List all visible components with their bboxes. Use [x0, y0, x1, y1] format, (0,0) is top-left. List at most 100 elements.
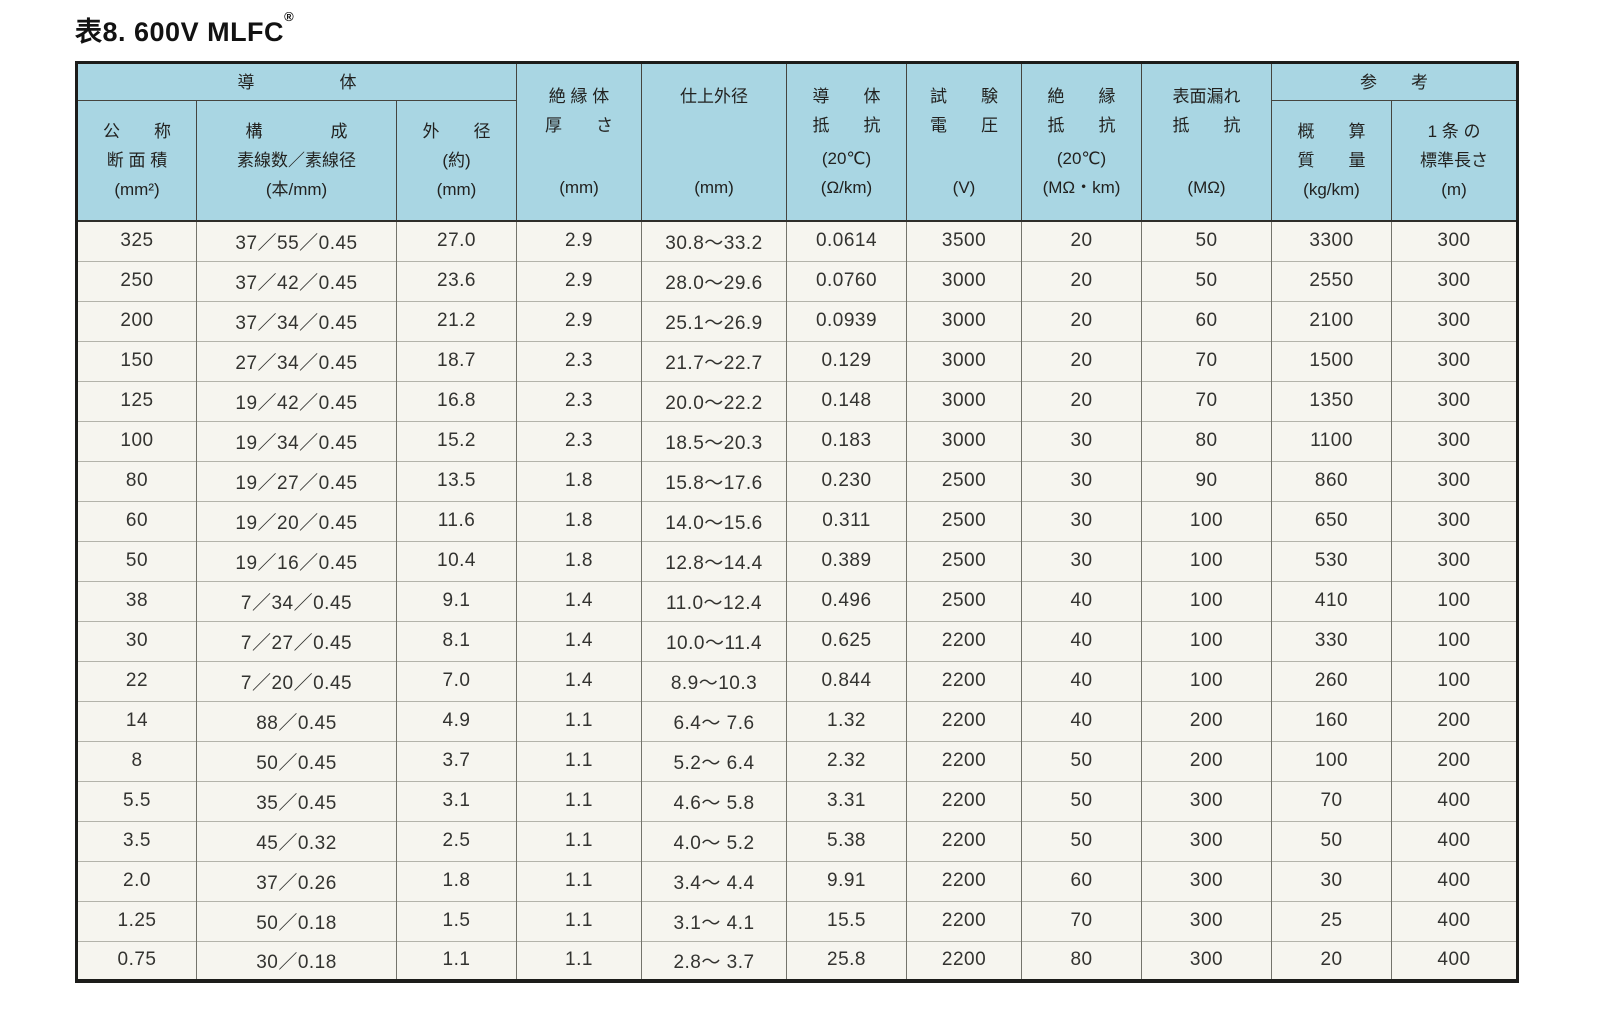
- header-line: 絶 縁 体: [548, 87, 610, 106]
- table-cell: 30: [1021, 460, 1143, 501]
- table-cell: 60: [76, 500, 197, 541]
- table-cell: 3300: [1271, 220, 1393, 261]
- table-cell: 80: [1141, 420, 1273, 461]
- table-cell: 1.4: [516, 660, 643, 701]
- table-cell: 200: [1141, 740, 1273, 781]
- table-cell: 100: [76, 420, 197, 461]
- table-cell: 300: [1141, 820, 1273, 861]
- header-conductor-resistance: 導 体 抵 抗 (20℃) (Ω/km): [786, 62, 908, 222]
- header-unit: (Ω/km): [820, 178, 873, 197]
- table-cell: 300: [1141, 780, 1273, 821]
- table-cell: 37／0.26: [196, 860, 397, 901]
- table-row: 250 37／42／0.45 23.6 2.9 28.0〜29.6 0.0760 3000 2…: [76, 260, 1519, 301]
- table-cell: 1.4: [516, 580, 643, 621]
- table-cell: 250: [76, 260, 197, 301]
- table-row: 5.5 35／0.45 3.1 1.1 4.6〜 5.8 3.31 2200 50 300 70 4…: [76, 780, 1519, 821]
- table-cell: 30: [1021, 500, 1143, 541]
- table-cell: 15.5: [786, 900, 908, 941]
- table-cell: 21.7〜22.7: [641, 340, 788, 381]
- table-cell: 14.0〜15.6: [641, 500, 788, 541]
- header-unit: (本/mm): [265, 180, 328, 200]
- table-cell: 40: [1021, 700, 1143, 741]
- table-cell: 30: [1271, 860, 1393, 901]
- table-cell: 11.6: [395, 500, 518, 541]
- table-cell: 0.75: [76, 940, 197, 981]
- table-row: 100 19／34／0.45 15.2 2.3 18.5〜20.3 0.183 3000 30…: [76, 420, 1519, 461]
- table-cell: 38: [76, 580, 197, 621]
- table-cell: 300: [1391, 540, 1519, 581]
- table-cell: 27／34／0.45: [196, 340, 397, 381]
- registered-trademark-mark: ®: [284, 9, 295, 24]
- table-cell: 1.8: [516, 500, 643, 541]
- header-line: 1 条 の: [1427, 122, 1481, 142]
- table-row: 8 50／0.45 3.7 1.1 5.2〜 6.4 2.32 2200 50 200 100 20…: [76, 740, 1519, 781]
- table-cell: 2550: [1271, 260, 1393, 301]
- header-unit: (20℃): [1056, 149, 1107, 168]
- table-cell: 30.8〜33.2: [641, 220, 788, 261]
- table-cell: 30: [76, 620, 197, 661]
- header-line: 導 体: [237, 72, 357, 92]
- table-cell: 0.0614: [786, 220, 908, 261]
- table-cell: 200: [1141, 700, 1273, 741]
- table-cell: 1.8: [395, 860, 518, 901]
- table-cell: 8: [76, 740, 197, 781]
- table-cell: 300: [1391, 460, 1519, 501]
- header-line: 素線数／素線径: [237, 151, 356, 171]
- table-cell: 19／34／0.45: [196, 420, 397, 461]
- table-cell: 5.38: [786, 820, 908, 861]
- table-cell: 1.1: [516, 900, 643, 941]
- header-unit: (kg/km): [1303, 180, 1360, 200]
- table-cell: 45／0.32: [196, 820, 397, 861]
- table-cell: 2.9: [516, 220, 643, 261]
- table-cell: 2.32: [786, 740, 908, 781]
- table-cell: 2100: [1271, 300, 1393, 341]
- header-conductor-group: 導 体: [75, 61, 518, 102]
- table-cell: 16.8: [395, 380, 518, 421]
- header-line: 抵 抗: [1047, 116, 1116, 135]
- header-outer-diameter: 外 径 (約) (mm): [395, 100, 518, 222]
- header-unit: (mm): [559, 178, 599, 197]
- table-cell: 70: [1141, 340, 1273, 381]
- table-cell: 2500: [906, 580, 1023, 621]
- table-cell: 21.2: [395, 300, 518, 341]
- table-cell: 80: [1021, 940, 1143, 981]
- table-cell: 10.4: [395, 540, 518, 581]
- table-cell: 0.311: [786, 500, 908, 541]
- table-cell: 0.183: [786, 420, 908, 461]
- table-cell: 2.3: [516, 340, 643, 381]
- table-cell: 60: [1021, 860, 1143, 901]
- table-cell: 3000: [906, 340, 1023, 381]
- table-cell: 100: [1141, 500, 1273, 541]
- table-cell: 50: [1021, 780, 1143, 821]
- table-cell: 1.25: [76, 900, 197, 941]
- table-cell: 3.1〜 4.1: [641, 900, 788, 941]
- table-cell: 1.1: [516, 700, 643, 741]
- table-cell: 100: [1141, 620, 1273, 661]
- page-title-text: 表8. 600V MLFC: [75, 17, 285, 47]
- table-cell: 300: [1391, 500, 1519, 541]
- table-cell: 50／0.45: [196, 740, 397, 781]
- table-cell: 20.0〜22.2: [641, 380, 788, 421]
- table-cell: 3500: [906, 220, 1023, 261]
- header-unit: (MΩ・km): [1042, 178, 1121, 197]
- table-cell: 4.0〜 5.2: [641, 820, 788, 861]
- table-row: 2.0 37／0.26 1.8 1.1 3.4〜 4.4 9.91 2200 60 300 30 4…: [76, 860, 1519, 901]
- table-cell: 19／20／0.45: [196, 500, 397, 541]
- table-cell: 20: [1271, 940, 1393, 981]
- table-cell: 100: [1141, 580, 1273, 621]
- header-nominal-area: 公 称 断 面 積 (mm²): [76, 100, 197, 222]
- table-cell: 0.148: [786, 380, 908, 421]
- table-cell: 25.8: [786, 940, 908, 981]
- table-row: 38 7／34／0.45 9.1 1.4 11.0〜12.4 0.496 2500 40 100…: [76, 580, 1519, 621]
- table-cell: 1.1: [516, 940, 643, 981]
- table-cell: 300: [1391, 340, 1519, 381]
- table-cell: 25.1〜26.9: [641, 300, 788, 341]
- header-line: 標準長さ: [1420, 151, 1489, 171]
- table-cell: 2200: [906, 700, 1023, 741]
- table-cell: 18.7: [395, 340, 518, 381]
- header-insulation-thickness: 絶 縁 体 厚 さ (mm): [516, 62, 643, 222]
- table-cell: 27.0: [395, 220, 518, 261]
- header-unit: (mm²): [114, 180, 160, 200]
- table-cell: 2.3: [516, 380, 643, 421]
- header-sub-row: 公 称 断 面 積 (mm²) 構 成 素線数／素線径 (本/mm) 外 径: [76, 100, 1519, 222]
